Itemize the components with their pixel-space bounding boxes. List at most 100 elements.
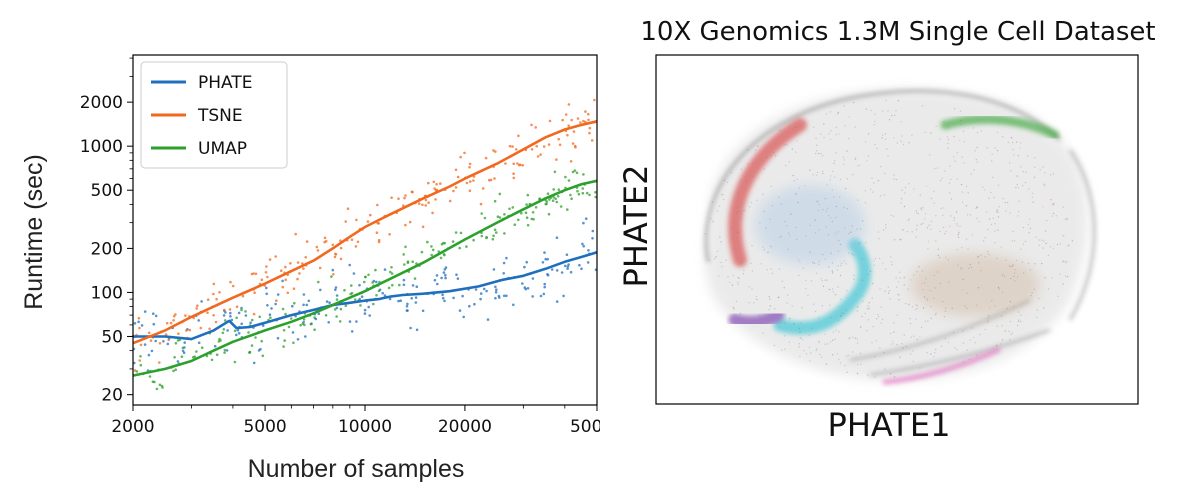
scatter-point [305, 303, 309, 307]
embedding-dot [936, 167, 939, 169]
scatter-point [281, 279, 284, 283]
embedding-dot [902, 347, 904, 349]
embedding-dot [1043, 183, 1045, 185]
embedding-dot [919, 336, 921, 338]
embedding-dot [868, 307, 870, 310]
scatter-point [588, 193, 591, 197]
embedding-dot [893, 322, 895, 324]
embedding-dot [963, 162, 965, 164]
scatter-point [208, 327, 211, 331]
scatter-point [284, 265, 287, 269]
scatter-point [313, 328, 316, 332]
embedding-dot [1009, 212, 1011, 214]
embedding-dot [911, 306, 914, 308]
scatter-point [212, 314, 215, 317]
embedding-dot [994, 305, 996, 307]
embedding-dot [821, 280, 823, 282]
embedding-dot [789, 125, 791, 128]
scatter-point [167, 338, 170, 342]
embedding-dot [884, 172, 886, 175]
scatter-point [411, 284, 415, 287]
embedding-dot [791, 148, 793, 150]
embedding-dot [1017, 320, 1020, 322]
scatter-point [349, 292, 353, 296]
embedding-dot [856, 372, 859, 375]
embedding-dot [915, 228, 918, 231]
embedding-dot [873, 264, 876, 266]
scatter-point [485, 236, 488, 240]
embedding-dot [1034, 263, 1036, 265]
scatter-point [414, 301, 418, 304]
embedding-dot [834, 232, 837, 235]
embedding-dot [867, 374, 869, 376]
scatter-point [511, 145, 514, 148]
embedding-dot [731, 237, 733, 239]
scatter-point [292, 341, 295, 345]
embedding-dot [942, 226, 945, 229]
embedding-dot [1022, 243, 1025, 245]
scatter-point [302, 318, 306, 321]
embedding-dot [960, 267, 962, 269]
embedding-dot [848, 116, 850, 118]
embedding-dot [862, 300, 864, 302]
embedding-dot [1009, 300, 1012, 303]
embedding-dot [816, 201, 818, 203]
embedding-dot [924, 320, 927, 322]
embedding-dot [956, 223, 958, 225]
embedding-dot [828, 266, 830, 268]
embedding-dot [767, 251, 769, 254]
cluster-red [728, 118, 807, 267]
embedding-dot [1047, 254, 1050, 257]
embedding-dot [869, 270, 872, 272]
scatter-point [335, 306, 339, 310]
scatter-point [367, 305, 371, 309]
embedding-dot [857, 364, 859, 366]
scatter-point [512, 172, 515, 175]
embedding-dot [716, 210, 719, 212]
embedding-dot [784, 348, 786, 350]
embedding-dot [948, 281, 950, 283]
embedding-dot [947, 142, 949, 145]
embedding-dot [1036, 316, 1038, 319]
embedding-dot [837, 239, 840, 242]
scatter-point [535, 144, 538, 148]
scatter-point [244, 310, 247, 313]
y-tick-label: 200 [91, 239, 123, 259]
embedding-dot [976, 146, 978, 149]
scatter-point [502, 272, 506, 275]
embedding-dot [1028, 218, 1031, 220]
scatter-point [158, 383, 162, 387]
embedding-dot [930, 220, 933, 223]
scatter-point [544, 257, 547, 261]
embedding-dot [1053, 203, 1055, 205]
embedding-dot [896, 314, 898, 316]
embedding-dot [1010, 170, 1012, 172]
embedding-dot [977, 262, 980, 264]
embedding-dot [891, 261, 893, 263]
scatter-point [517, 218, 520, 222]
embedding-dot [882, 262, 884, 264]
scatter-point [465, 245, 468, 248]
embedding-dot [1009, 339, 1011, 341]
scatter-point [339, 246, 343, 250]
embedding-dot [752, 162, 754, 165]
embedding-dot [893, 376, 896, 378]
scatter-point [436, 282, 439, 286]
embedding-dot [737, 231, 739, 233]
embedding-dot [826, 279, 828, 281]
scatter-point [133, 322, 137, 325]
embedding-dot [885, 224, 887, 226]
embedding-dot [1022, 226, 1025, 229]
embedding-dot [902, 143, 905, 146]
embedding-dot [852, 173, 854, 176]
embedding-dot [967, 248, 969, 250]
scatter-point [287, 325, 291, 329]
embedding-dot [996, 150, 999, 152]
embedding-dot [1027, 223, 1030, 226]
embedding-dot [1052, 248, 1055, 250]
embedding-dot [762, 332, 764, 334]
scatter-point [355, 218, 358, 222]
embedding-dot [727, 276, 729, 278]
scatter-point [223, 319, 227, 322]
scatter-point [206, 298, 210, 302]
